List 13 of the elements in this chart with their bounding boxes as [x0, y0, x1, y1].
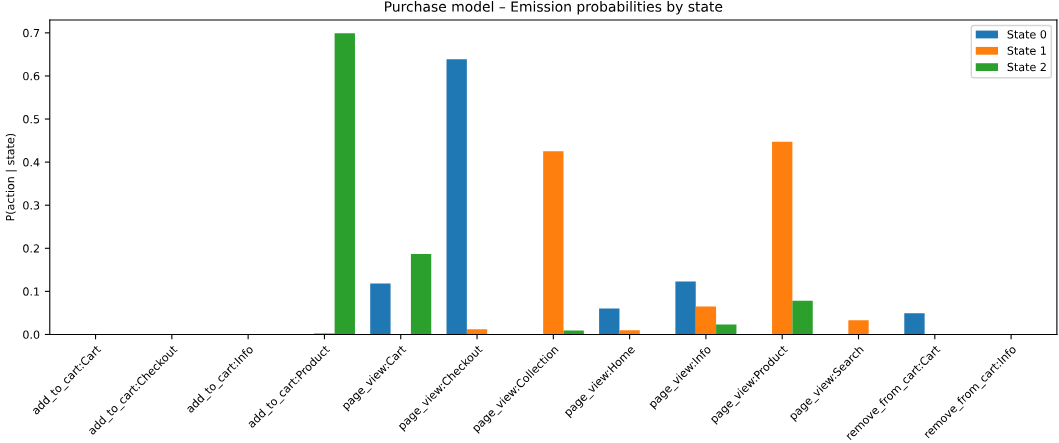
y-tick-label: 0.1	[23, 287, 40, 296]
y-tick-label: 0.2	[23, 244, 39, 253]
chart-title: Purchase model – Emission probabilities by state	[385, 1, 723, 15]
y-tick-label: 0.5	[23, 115, 40, 124]
y-tick-label: 0.3	[23, 201, 40, 210]
y-tick-label: 0.7	[23, 28, 40, 38]
legend-label: State 2	[1007, 62, 1046, 72]
y-tick-label: 0.6	[23, 71, 40, 81]
legend-label: State 1	[1007, 46, 1046, 55]
y-axis-title: P(action | state)	[5, 133, 17, 221]
y-tick-label: 0.4	[23, 158, 40, 167]
y-tick-label: 0.0	[23, 330, 40, 339]
legend-label: State 0	[1007, 30, 1047, 39]
